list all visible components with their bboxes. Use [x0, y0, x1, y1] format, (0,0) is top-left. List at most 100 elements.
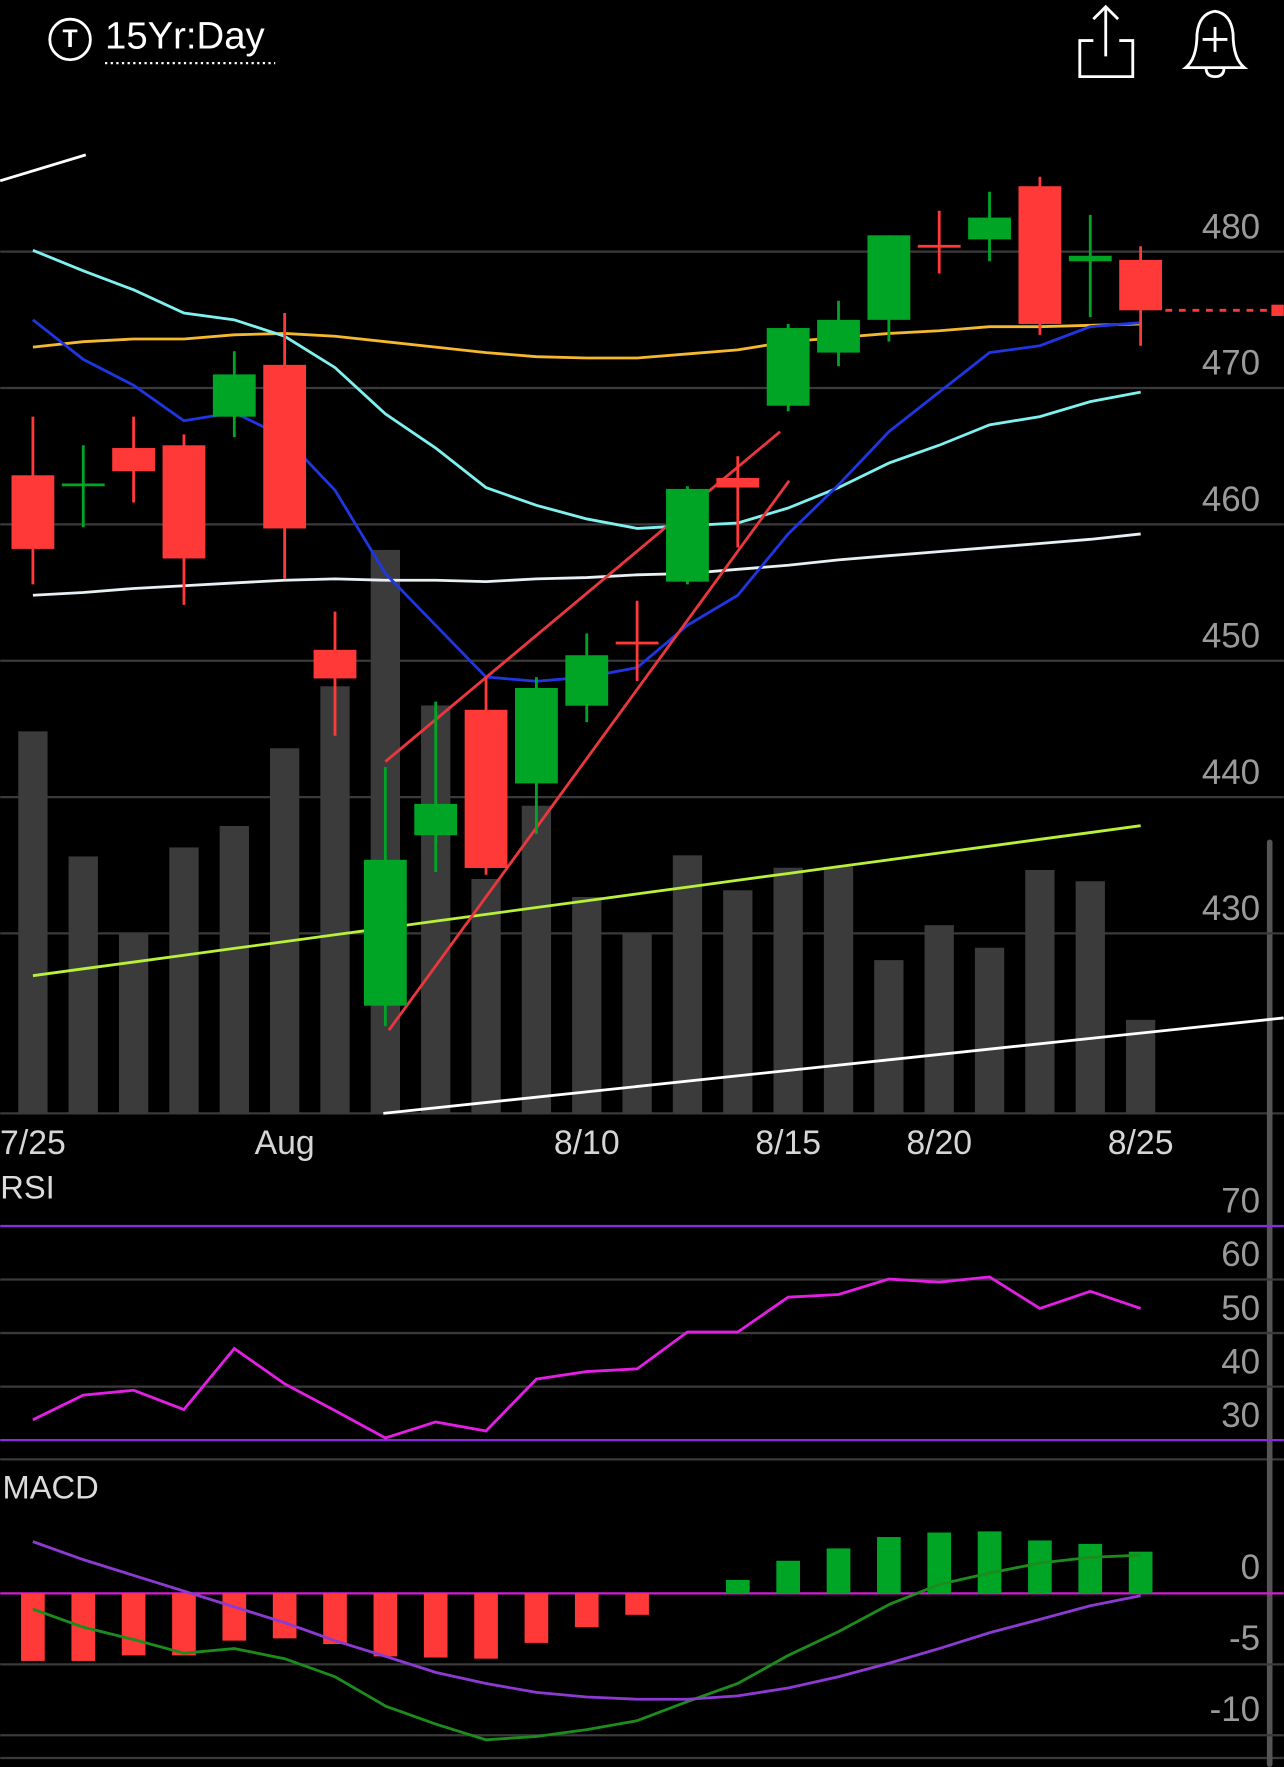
volume-bar: [622, 933, 652, 1114]
histogram-bar: [776, 1560, 800, 1594]
volume-bar: [874, 960, 904, 1114]
y-tick-label: 450: [1202, 616, 1260, 655]
candle-body: [1119, 259, 1163, 311]
candle-body: [766, 328, 810, 406]
x-tick-label: Aug: [255, 1124, 315, 1162]
candle-body: [11, 475, 55, 549]
indicator-line: [32, 1275, 1142, 1440]
candle-body: [917, 244, 961, 248]
candle-body: [212, 374, 256, 417]
histogram-bar: [574, 1593, 599, 1628]
volume-bar: [1025, 869, 1055, 1114]
y-tick-label: 480: [1202, 207, 1260, 246]
y-tick-label: 430: [1202, 889, 1260, 928]
histogram-bar: [474, 1593, 498, 1659]
symbol-icon[interactable]: [48, 17, 92, 62]
volume-bar: [1075, 881, 1105, 1114]
volume-bar: [270, 748, 300, 1114]
histogram-bar: [877, 1537, 901, 1594]
histogram-bar: [1028, 1540, 1052, 1594]
candle-body: [968, 217, 1011, 240]
volume-bar: [924, 925, 954, 1114]
histogram-bar: [1078, 1543, 1103, 1594]
candle-body: [363, 859, 407, 1006]
trend-line: [384, 430, 782, 763]
histogram-bar: [121, 1593, 146, 1656]
histogram-bar: [222, 1593, 247, 1641]
volume-bar: [974, 947, 1005, 1114]
volume-bar: [219, 826, 249, 1114]
panel-title: RSI: [0, 1169, 54, 1206]
y-tick-label: 70: [1221, 1182, 1260, 1221]
share-icon[interactable]: [1078, 4, 1135, 79]
candle-body: [615, 641, 659, 645]
volume-bar: [723, 890, 753, 1114]
volume-bar: [68, 856, 98, 1114]
y-tick-label: 50: [1221, 1289, 1260, 1328]
indicator-line: [32, 532, 1141, 597]
candle-body: [112, 448, 156, 472]
volume-bar: [18, 731, 48, 1114]
volume-bar: [521, 805, 552, 1114]
volume-bar: [471, 878, 501, 1114]
volume-bar: [169, 847, 199, 1114]
y-tick-label: 60: [1221, 1235, 1260, 1274]
header: T 15Yr:Day: [48, 4, 1249, 79]
indicator-line: [32, 1540, 1141, 1701]
candle-body: [867, 235, 911, 320]
histogram-bar: [625, 1593, 649, 1615]
trend-line: [383, 1016, 1284, 1115]
last-price-marker: [1271, 304, 1284, 316]
x-tick-label: 7/25: [0, 1124, 66, 1162]
volume-bar: [773, 867, 803, 1114]
histogram-bar: [1128, 1551, 1153, 1594]
trend-line: [0, 153, 87, 183]
x-tick-label: 8/15: [755, 1124, 821, 1162]
candle-body: [514, 687, 558, 784]
volume-bar: [320, 686, 350, 1114]
y-tick-label: -5: [1229, 1619, 1260, 1658]
candle-body: [817, 319, 860, 353]
symbol-icon-letter: T: [63, 26, 78, 53]
histogram-bar: [423, 1593, 448, 1658]
histogram-bar: [524, 1593, 549, 1643]
scrollbar[interactable]: [1266, 839, 1273, 1767]
y-tick-label: 40: [1221, 1342, 1260, 1381]
y-tick-label: 440: [1202, 753, 1260, 792]
y-tick-label: 470: [1202, 344, 1260, 383]
candle-body: [414, 803, 458, 836]
y-tick-label: 30: [1221, 1396, 1260, 1435]
candle-body: [464, 709, 508, 868]
x-tick-label: 8/25: [1108, 1124, 1174, 1162]
timeframe[interactable]: 15Yr:Day: [105, 14, 265, 57]
histogram-bar: [927, 1532, 952, 1594]
candle-body: [666, 488, 709, 582]
indicator-line: [32, 824, 1141, 978]
indicator-line: [32, 322, 1141, 360]
indicator-line: [32, 1553, 1141, 1742]
indicator-line: [32, 248, 1141, 530]
panel-title: MACD: [2, 1468, 98, 1505]
candle-body: [716, 478, 760, 488]
y-tick-label: 0: [1241, 1548, 1260, 1587]
x-tick-label: 8/10: [554, 1124, 620, 1162]
trend-line: [387, 479, 791, 1032]
histogram-bar: [826, 1548, 851, 1594]
histogram-bar: [725, 1579, 750, 1594]
alert-icon[interactable]: [1181, 9, 1249, 79]
y-tick-label: -10: [1210, 1690, 1260, 1729]
candle-body: [313, 649, 357, 679]
volume-bar: [823, 866, 854, 1114]
candle-body: [263, 364, 307, 529]
candle-body: [1018, 186, 1062, 324]
histogram-bar: [373, 1593, 398, 1657]
y-tick-label: 460: [1202, 480, 1260, 519]
candle-body: [61, 483, 105, 487]
histogram-bar: [272, 1593, 297, 1639]
histogram-bar: [977, 1531, 1002, 1594]
histogram-bar: [172, 1593, 196, 1656]
x-tick-label: 8/20: [906, 1124, 972, 1162]
